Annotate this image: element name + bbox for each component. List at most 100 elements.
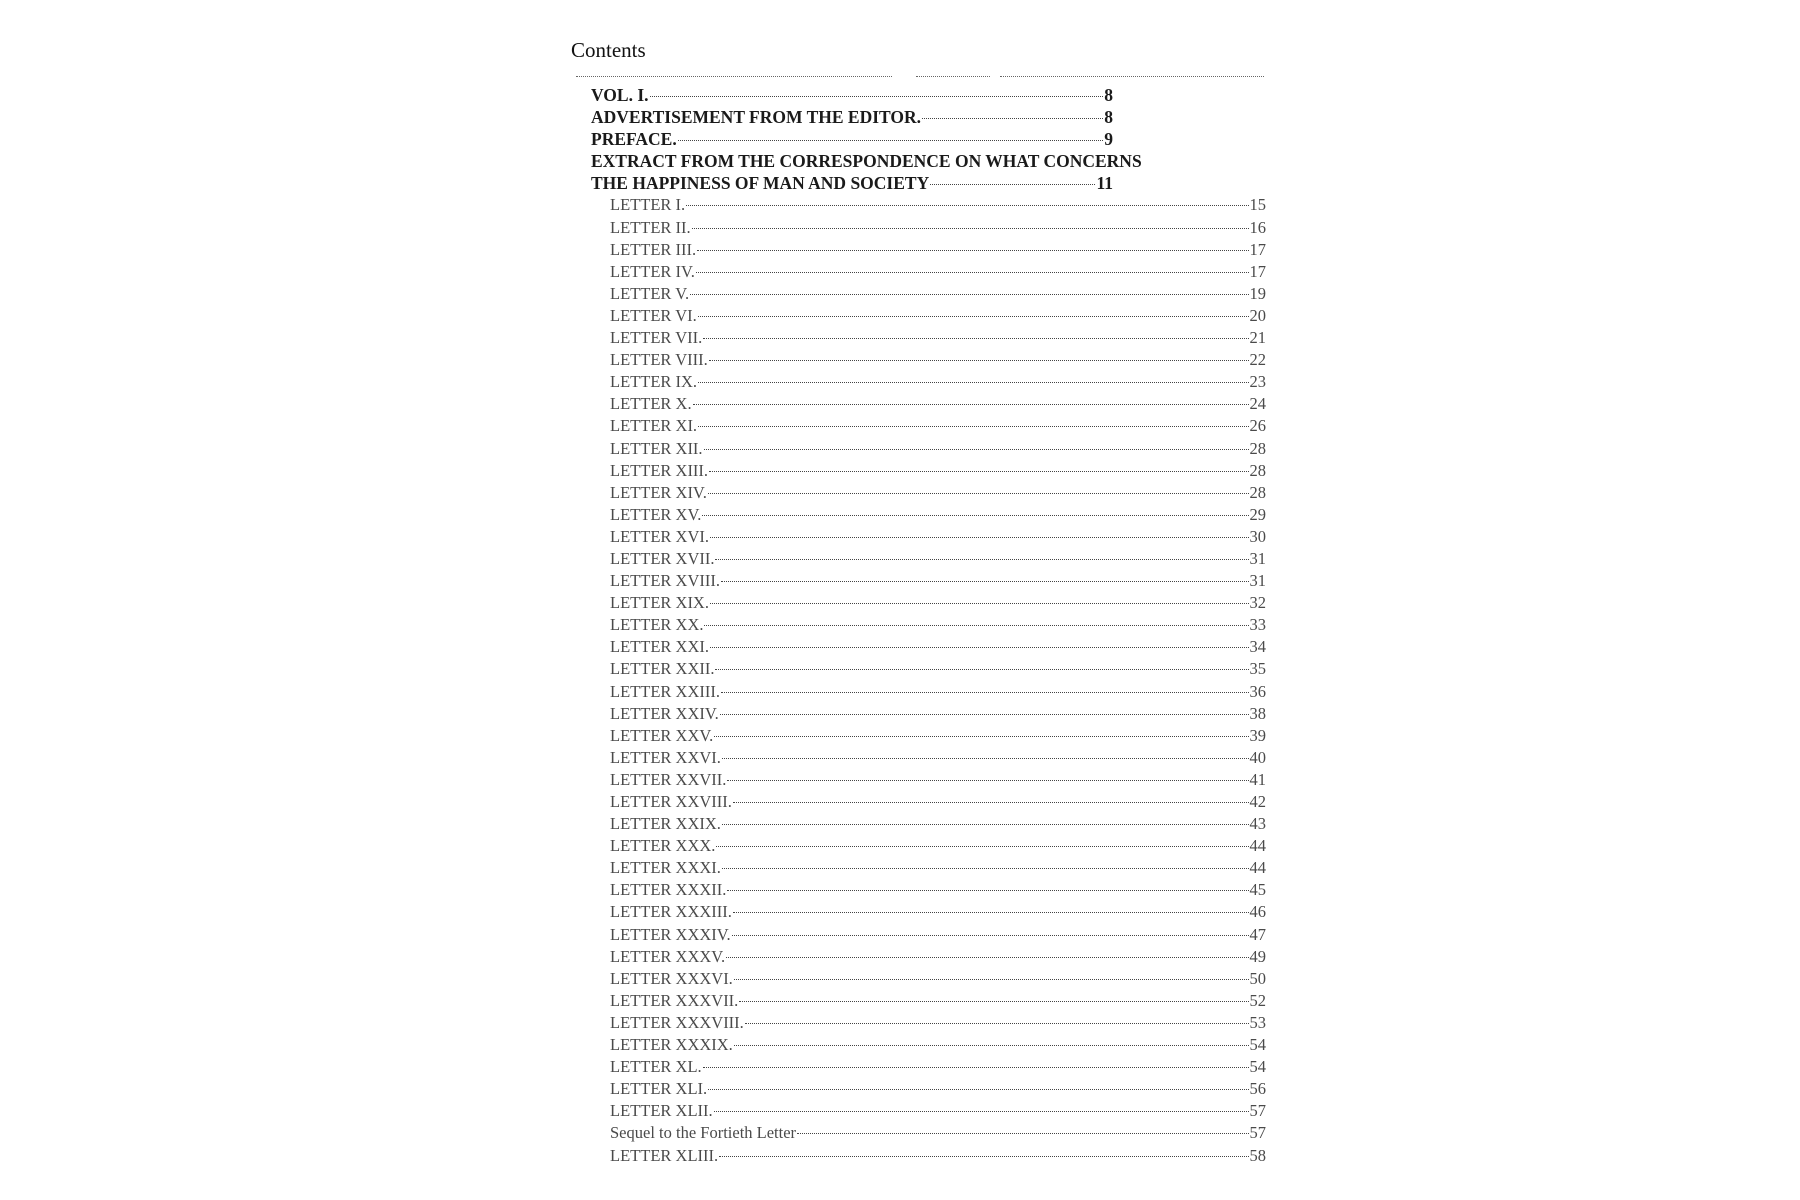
toc-entry[interactable]: THE HAPPINESS OF MAN AND SOCIETY 11 xyxy=(591,172,1113,194)
toc-entry-title-line1[interactable]: EXTRACT FROM THE CORRESPONDENCE ON WHAT … xyxy=(591,151,1142,172)
toc-entry[interactable]: LETTER XXXVII. 52 xyxy=(610,990,1266,1012)
table-of-contents: VOL. I. 8 ADVERTISEMENT FROM THE EDITOR. 8 P… xyxy=(591,84,1266,1167)
toc-entry[interactable]: LETTER II. 16 xyxy=(610,217,1266,239)
toc-entry[interactable]: LETTER XIII. 28 xyxy=(610,460,1266,482)
toc-entry-page: 23 xyxy=(1249,372,1267,392)
toc-entry-page: 35 xyxy=(1249,659,1267,679)
toc-entry[interactable]: LETTER XXIII. 36 xyxy=(610,681,1266,703)
dot-leader xyxy=(702,514,1249,516)
toc-entry-title: LETTER V. xyxy=(610,283,690,303)
dot-leader xyxy=(709,603,1249,605)
toc-entry[interactable]: LETTER XLII. 57 xyxy=(610,1100,1266,1122)
dot-leader xyxy=(922,118,1104,120)
toc-entry[interactable]: LETTER IV. 17 xyxy=(610,261,1266,283)
toc-entry-title: LETTER II. xyxy=(610,217,691,237)
toc-entry-title: LETTER XXXIII. xyxy=(610,902,732,922)
dot-leader xyxy=(719,713,1249,715)
toc-entry[interactable]: LETTER XXIV. 38 xyxy=(610,703,1266,725)
toc-entry-page: 29 xyxy=(1249,504,1267,524)
toc-entry[interactable]: LETTER XXX. 44 xyxy=(610,835,1266,857)
toc-entry-page: 31 xyxy=(1249,548,1267,568)
toc-entry[interactable]: LETTER XXXV. 49 xyxy=(610,946,1266,968)
toc-entry-page: 52 xyxy=(1249,990,1267,1010)
toc-entry[interactable]: Sequel to the Fortieth Letter 57 xyxy=(610,1122,1266,1144)
toc-entry[interactable]: LETTER XIX. 32 xyxy=(610,592,1266,614)
toc-entry-page: 57 xyxy=(1249,1101,1267,1121)
dot-leader xyxy=(709,647,1249,649)
toc-entry[interactable]: LETTER III. 17 xyxy=(610,239,1266,261)
toc-entry[interactable]: LETTER XXXI. 44 xyxy=(610,857,1266,879)
toc-entry[interactable]: LETTER I. 15 xyxy=(610,194,1266,216)
toc-entry[interactable]: LETTER XXVIII. 42 xyxy=(610,791,1266,813)
toc-entry[interactable]: LETTER XXXIV. 47 xyxy=(610,924,1266,946)
toc-entry[interactable]: LETTER XV. 29 xyxy=(610,504,1266,526)
toc-entry[interactable]: LETTER XVII. 31 xyxy=(610,548,1266,570)
toc-entry[interactable]: LETTER XXXII. 45 xyxy=(610,879,1266,901)
toc-entry[interactable]: LETTER XLI. 56 xyxy=(610,1078,1266,1100)
toc-entry-title: LETTER XII. xyxy=(610,438,703,458)
toc-entry[interactable]: LETTER XI. 26 xyxy=(610,415,1266,437)
toc-entry[interactable]: LETTER XLIII. 58 xyxy=(610,1145,1266,1167)
toc-entry[interactable]: LETTER XXV. 39 xyxy=(610,725,1266,747)
dot-leader xyxy=(709,536,1249,538)
dot-leader xyxy=(697,315,1249,317)
dot-leader xyxy=(739,1000,1249,1002)
dot-leader xyxy=(713,1111,1249,1113)
toc-entry-page: 28 xyxy=(1249,482,1267,502)
toc-entry[interactable]: VOL. I. 8 xyxy=(591,84,1113,106)
toc-entry[interactable]: ADVERTISEMENT FROM THE EDITOR. 8 xyxy=(591,106,1113,128)
dot-leader xyxy=(727,890,1249,892)
dot-leader xyxy=(733,1045,1249,1047)
dot-leader xyxy=(692,404,1249,406)
toc-entry[interactable]: LETTER XXII. 35 xyxy=(610,658,1266,680)
toc-entry[interactable]: PREFACE. 9 xyxy=(591,128,1113,150)
toc-entry-page: 50 xyxy=(1249,968,1267,988)
toc-entry[interactable]: LETTER XL. 54 xyxy=(610,1056,1266,1078)
toc-entry-page: 54 xyxy=(1249,1057,1267,1077)
dot-leader xyxy=(697,249,1249,251)
toc-entry[interactable]: LETTER XXVI. 40 xyxy=(610,747,1266,769)
toc-entry-title: LETTER XXXII. xyxy=(610,880,727,900)
toc-entry-title: LETTER XLI. xyxy=(610,1079,708,1099)
toc-entry[interactable]: LETTER VI. 20 xyxy=(610,305,1266,327)
toc-entry[interactable]: LETTER VII. 21 xyxy=(610,327,1266,349)
dot-leader xyxy=(690,293,1249,295)
toc-entry-title: ADVERTISEMENT FROM THE EDITOR. xyxy=(591,107,922,128)
toc-entry-title: LETTER XIX. xyxy=(610,593,709,613)
toc-entry[interactable]: LETTER X. 24 xyxy=(610,393,1266,415)
toc-entry[interactable]: LETTER IX. 23 xyxy=(610,371,1266,393)
toc-entry-page: 22 xyxy=(1249,350,1267,370)
toc-entry-title: LETTER XVIII. xyxy=(610,571,720,591)
toc-entry[interactable]: LETTER XXXVI. 50 xyxy=(610,968,1266,990)
toc-entry-title: LETTER XLIII. xyxy=(610,1145,719,1165)
toc-entry-page: 19 xyxy=(1249,283,1267,303)
dot-leader xyxy=(721,868,1249,870)
toc-entry[interactable]: LETTER XIV. 28 xyxy=(610,482,1266,504)
toc-entry-title: LETTER XXIX. xyxy=(610,814,721,834)
dot-leader xyxy=(726,956,1249,958)
toc-entry-page: 45 xyxy=(1249,880,1267,900)
toc-entry[interactable]: LETTER XXIX. 43 xyxy=(610,813,1266,835)
toc-entry[interactable]: LETTER XVI. 30 xyxy=(610,526,1266,548)
toc-entry-title: Sequel to the Fortieth Letter xyxy=(610,1123,797,1143)
toc-entry-page: 40 xyxy=(1249,747,1267,767)
toc-entry[interactable]: LETTER VIII. 22 xyxy=(610,349,1266,371)
toc-entry-title: LETTER XXIII. xyxy=(610,681,720,701)
toc-entry[interactable]: LETTER XXXIII. 46 xyxy=(610,901,1266,923)
toc-entry[interactable]: LETTER XII. 28 xyxy=(610,438,1266,460)
toc-entry[interactable]: LETTER XX. 33 xyxy=(610,614,1266,636)
toc-entry[interactable]: LETTER XXVII. 41 xyxy=(610,769,1266,791)
toc-entry-page: 41 xyxy=(1249,769,1267,789)
dot-leader xyxy=(709,470,1249,472)
toc-entry-title: LETTER III. xyxy=(610,239,697,259)
toc-entry[interactable]: LETTER XVIII. 31 xyxy=(610,570,1266,592)
toc-entry[interactable]: LETTER V. 19 xyxy=(610,283,1266,305)
toc-entry[interactable]: LETTER XXXIX. 54 xyxy=(610,1034,1266,1056)
toc-entry-page: 20 xyxy=(1249,305,1267,325)
toc-entry[interactable]: LETTER XXI. 34 xyxy=(610,636,1266,658)
toc-entry-page: 32 xyxy=(1249,593,1267,613)
toc-entry-page: 56 xyxy=(1249,1079,1267,1099)
toc-entry[interactable]: LETTER XXXVIII. 53 xyxy=(610,1012,1266,1034)
toc-entry-title: LETTER XIII. xyxy=(610,460,709,480)
toc-entry-page: 11 xyxy=(1096,173,1113,194)
